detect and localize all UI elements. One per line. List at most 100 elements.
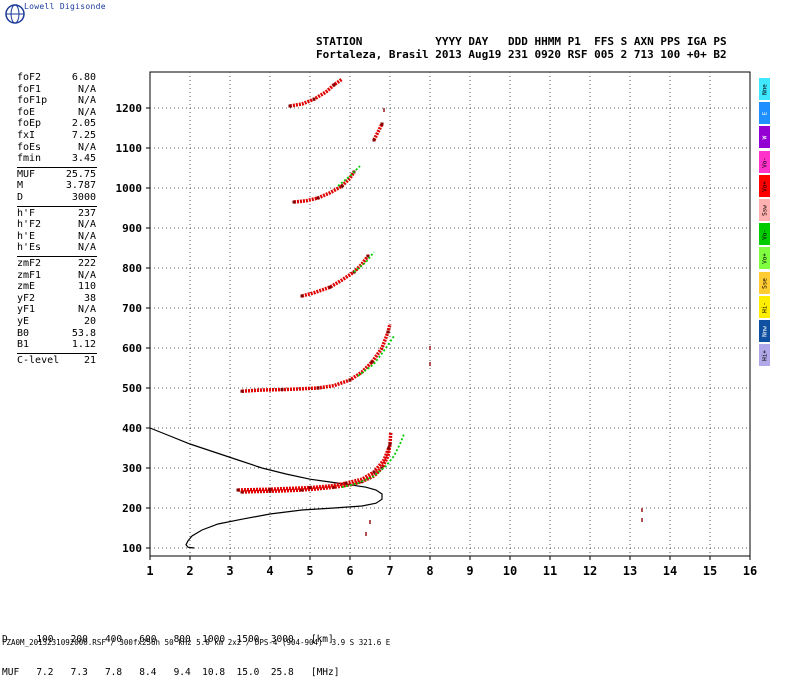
legend-tag: Ssw: [759, 199, 770, 221]
echo-trace: [289, 77, 344, 108]
scatter-echo: [641, 518, 643, 522]
param-row: fxI 7.25: [0, 130, 100, 142]
echo-trace: [353, 251, 375, 273]
param-value: 21: [83, 354, 96, 366]
plot-frame: [149, 71, 751, 557]
param-value: N/A: [77, 269, 96, 281]
param-value: N/A: [77, 242, 96, 254]
scatter-echo: [365, 532, 367, 536]
param-row: h'E N/A: [0, 231, 100, 243]
param-label: MUF: [17, 168, 36, 180]
station-header: STATION YYYY DAY DDD HHMM P1 FFS S AXN P…: [316, 35, 727, 48]
legend-tag: E: [759, 102, 770, 125]
param-label: yE: [17, 316, 30, 327]
x-tick-label: 15: [703, 564, 717, 578]
param-value: N/A: [77, 95, 96, 107]
x-tick-label: 10: [503, 564, 517, 578]
legend-tag-label: Ssw: [761, 205, 769, 216]
x-tick-label: 13: [623, 564, 637, 578]
x-tick-label: 9: [466, 564, 473, 578]
param-value: 25.75: [65, 168, 96, 180]
param-label: h'F2: [17, 219, 42, 231]
param-separator: [17, 166, 97, 168]
echo-trace: [293, 171, 356, 204]
x-tick-label: 11: [543, 564, 557, 578]
legend-tag: Nne: [759, 78, 770, 100]
echo-point: [308, 486, 312, 490]
scatter-echo: [369, 520, 371, 524]
x-tick-label: 8: [426, 564, 433, 578]
echo-point: [344, 481, 348, 485]
ionogram-chart: 1 2 3 4 5 6 7 8 9 10 11 12 13 14 15 1610020030040050060…: [116, 71, 757, 578]
echo-trace: [237, 447, 391, 492]
echo-point: [380, 122, 384, 126]
param-label: h'F: [17, 207, 36, 219]
x-tick-label: 7: [386, 564, 393, 578]
echo-point: [348, 378, 352, 382]
echo-point: [388, 442, 392, 446]
param-label: foEs: [17, 141, 42, 153]
x-tick-label: 2: [186, 564, 193, 578]
param-label: B0: [17, 327, 30, 339]
legend-tag: Vo+: [759, 247, 770, 270]
station-values: Fortaleza, Brasil 2013 Aug19 231 0920 RS…: [316, 48, 727, 61]
param-value: N/A: [77, 219, 96, 231]
param-label: h'Es: [17, 242, 42, 254]
echo-point: [380, 466, 384, 470]
x-tick-label: 5: [306, 564, 313, 578]
param-row: h'Es N/A: [0, 242, 100, 254]
legend-tag: W: [759, 126, 770, 149]
param-separator: [17, 205, 97, 207]
y-tick-label: 200: [122, 502, 142, 515]
brand-title: Lowell Digisonde: [24, 2, 106, 11]
param-label: h'E: [17, 230, 36, 242]
scatter-echo: [429, 346, 431, 350]
y-tick-label: 1200: [116, 102, 143, 115]
echo-point: [372, 138, 376, 142]
param-row: MUF 25.75: [0, 169, 100, 181]
density-profile-line: [149, 427, 383, 549]
x-tick-label: 12: [583, 564, 597, 578]
param-value: N/A: [77, 83, 96, 95]
legend-tag: Vo-: [759, 223, 770, 246]
param-row: foF2 6.80: [0, 72, 100, 84]
echo-point: [332, 83, 336, 87]
param-separator: [17, 256, 97, 257]
legend-tag: Hi-: [759, 295, 770, 318]
param-separator: [17, 352, 97, 354]
globe-logo-icon: [5, 4, 25, 24]
echo-point: [236, 488, 240, 492]
echo-point: [316, 386, 320, 390]
param-label: M: [17, 180, 24, 192]
param-row: zmF1 N/A: [0, 270, 100, 282]
y-tick-label: 800: [122, 262, 142, 275]
y-tick-label: 600: [122, 342, 142, 355]
echo-trace: [301, 254, 370, 298]
echo-point: [316, 196, 320, 200]
param-value: 53.8: [71, 327, 96, 339]
muf-row: MUF 7.2 7.3 7.8 8.4 9.4 10.8 15.0 25.8 […: [2, 667, 340, 678]
x-tick-label: 3: [226, 564, 233, 578]
legend-tag: Nnw: [759, 320, 770, 342]
legend-tag-label: Vo+: [761, 253, 769, 265]
y-tick-label: 100: [122, 542, 142, 555]
legend-tag-label: Hi-: [761, 301, 769, 313]
param-row: zmF2 222: [0, 258, 100, 270]
echo-point: [288, 104, 292, 108]
echo-point: [240, 490, 244, 494]
param-row: yE 20: [0, 316, 100, 328]
distance-row: D 100 200 400 600 800 1000 1500 3000 [km…: [2, 634, 334, 645]
x-tick-label: 1: [146, 564, 153, 578]
echo-point: [387, 446, 391, 450]
param-value: 110: [77, 281, 96, 293]
param-label: C-level: [17, 354, 60, 366]
y-tick-label: 900: [122, 222, 142, 235]
param-label: foEp: [17, 118, 42, 130]
param-row: yF2 38: [0, 293, 100, 305]
param-value: 222: [77, 258, 96, 269]
echo-point: [328, 285, 332, 289]
muf-distance-table: D 100 200 400 600 800 1000 1500 3000 [km…: [2, 612, 339, 689]
echo-point: [372, 470, 376, 474]
echo-point: [240, 389, 244, 393]
param-label: fxI: [17, 130, 36, 141]
